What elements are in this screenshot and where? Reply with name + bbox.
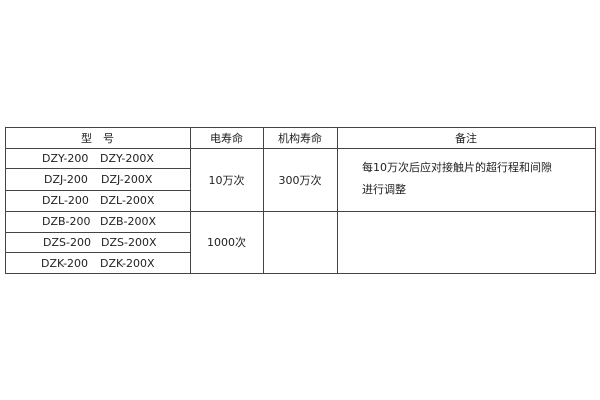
header-divider [5, 148, 596, 149]
model-name: DZL-200 [42, 194, 89, 207]
group-divider [5, 211, 596, 212]
header-remarks: 备注 [455, 131, 477, 145]
model-name: DZK-200X [100, 257, 155, 270]
model-name: DZJ-200X [101, 173, 153, 186]
header-model: 型 号 [81, 131, 114, 145]
model-name: DZB-200X [100, 215, 157, 228]
remarks-text: 进行调整 [362, 183, 406, 196]
remarks-text: 每10万次后应对接触片的超行程和间隙 [362, 161, 552, 174]
mechanical-life-value: 300万次 [278, 173, 322, 187]
model-name: DZJ-200 [44, 173, 88, 186]
row-divider [5, 168, 190, 169]
header-mechanical-life: 机构寿命 [278, 131, 322, 145]
model-name: DZK-200 [41, 257, 89, 270]
table-border [5, 127, 6, 274]
table-border [5, 273, 596, 274]
table-border [595, 127, 596, 274]
model-name: DZB-200 [42, 215, 91, 228]
model-name: DZS-200 [43, 236, 91, 249]
electrical-life-value: 10万次 [208, 173, 245, 187]
model-name: DZY-200X [100, 152, 154, 165]
column-divider [190, 127, 191, 274]
specification-table: 型 号 电寿命 机构寿命 备注 DZY-200 DZY-200X DZJ-200… [5, 127, 596, 274]
column-divider [263, 127, 264, 274]
model-name: DZY-200 [42, 152, 89, 165]
model-name: DZL-200X [100, 194, 155, 207]
header-electrical-life: 电寿命 [210, 131, 243, 145]
row-divider [5, 190, 190, 191]
model-name: DZS-200X [101, 236, 157, 249]
column-divider [337, 127, 338, 274]
row-divider [5, 232, 190, 233]
row-divider [5, 252, 190, 253]
electrical-life-value: 1000次 [207, 236, 246, 249]
table-border [5, 127, 596, 128]
